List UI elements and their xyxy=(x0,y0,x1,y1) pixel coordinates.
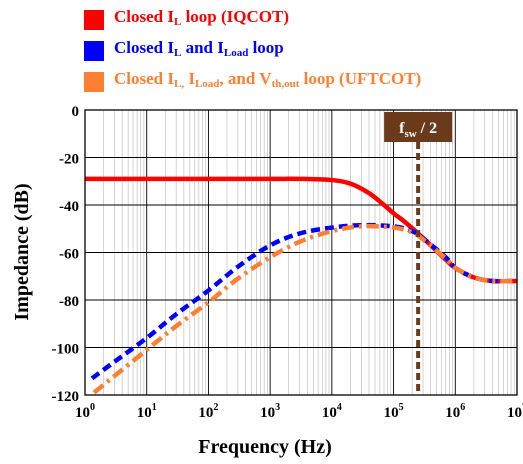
x-tick-label: 105 xyxy=(384,402,404,421)
fsw-half-label-box xyxy=(384,112,453,142)
y-tick-label: -100 xyxy=(52,342,80,358)
x-tick-label: 107 xyxy=(507,402,523,421)
x-tick-label: 106 xyxy=(445,402,465,421)
legend-item: Closed IL and ILoad loop xyxy=(84,35,421,66)
series-line-3 xyxy=(92,223,518,395)
legend-swatch xyxy=(84,40,104,61)
legend: Closed IL loop (IQCOT) Closed IL and ILoa… xyxy=(84,4,421,97)
y-tick-label: -20 xyxy=(59,152,79,168)
y-tick-label: -60 xyxy=(59,247,79,263)
grid xyxy=(85,109,517,396)
legend-item: Closed IL loop (IQCOT) xyxy=(84,4,421,35)
series-layer xyxy=(85,176,518,395)
x-tick-label: 101 xyxy=(137,402,157,421)
x-tick-label: 103 xyxy=(260,402,280,421)
fsw-half-label: fsw / 2 xyxy=(399,120,437,140)
y-tick-label: -40 xyxy=(59,199,79,215)
legend-label: Closed IL and ILoad loop xyxy=(114,38,284,59)
annotation: fsw / 2 xyxy=(384,112,453,395)
y-tick-label: -80 xyxy=(59,294,79,310)
y-axis-label: Impedance (dB) xyxy=(11,183,33,320)
x-tick-label: 104 xyxy=(322,402,342,421)
y-tick-label: 0 xyxy=(72,104,80,120)
plot-frame xyxy=(84,109,518,396)
y-tick-label: -120 xyxy=(52,389,80,405)
legend-swatch xyxy=(84,71,104,92)
legend-label: Closed IL loop (IQCOT) xyxy=(114,7,290,28)
x-axis-label: Frequency (Hz) xyxy=(198,436,332,458)
legend-item: Closed IL, ILoad, and Vth,out loop (UFTC… xyxy=(84,66,421,97)
legend-label: Closed IL, ILoad, and Vth,out loop (UFTC… xyxy=(114,69,422,90)
x-tick-label: 102 xyxy=(198,402,218,421)
legend-swatch xyxy=(84,9,104,30)
x-tick-label: 100 xyxy=(75,402,95,421)
